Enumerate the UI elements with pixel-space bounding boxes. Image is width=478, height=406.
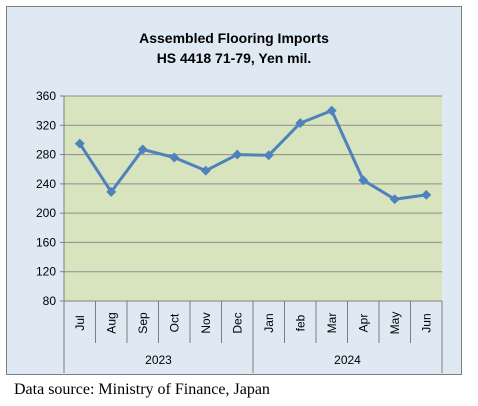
group-label-2023: 2023 bbox=[145, 353, 172, 367]
x-tick-label: Jun bbox=[419, 313, 433, 332]
data-point-Dec bbox=[232, 149, 243, 160]
x-tick-label: Sep bbox=[136, 312, 150, 334]
data-point-Apr bbox=[358, 175, 369, 186]
x-tick-label: Nov bbox=[199, 312, 213, 333]
x-tick-label: Apr bbox=[356, 314, 370, 333]
y-tick-label: 80 bbox=[43, 294, 57, 308]
y-tick-label: 120 bbox=[36, 265, 56, 279]
line-chart: 80 120 160 200 240 280 320 360 Jul Aug Sep Oct Nov De… bbox=[36, 89, 443, 373]
plot-area bbox=[64, 96, 442, 301]
data-point-Jun bbox=[421, 189, 432, 200]
chart-title: Assembled Flooring Imports bbox=[139, 30, 329, 46]
x-tick-label: Aug bbox=[104, 312, 118, 333]
chart-subtitle: HS 4418 71-79, Yen mil. bbox=[156, 50, 312, 66]
data-point-Aug bbox=[106, 186, 117, 197]
data-point-Jan bbox=[263, 150, 274, 161]
chart-title-block: Assembled Flooring Imports HS 4418 71-79… bbox=[6, 28, 462, 68]
data-source-note: Data source: Ministry of Finance, Japan bbox=[14, 381, 270, 398]
y-tick-label: 160 bbox=[36, 235, 56, 249]
y-tick-label: 200 bbox=[36, 206, 56, 220]
data-point-Jul bbox=[74, 138, 85, 149]
y-tick-label: 280 bbox=[36, 148, 56, 162]
y-tick-label: 360 bbox=[36, 89, 56, 103]
y-tick-label: 240 bbox=[36, 177, 56, 191]
group-label-2024: 2024 bbox=[334, 353, 361, 367]
x-tick-label: Dec bbox=[230, 312, 244, 333]
x-tick-label: May bbox=[388, 312, 402, 335]
x-tick-label: Oct bbox=[167, 313, 181, 332]
x-tick-label: Jul bbox=[73, 315, 87, 330]
data-point-Nov bbox=[200, 165, 211, 176]
x-tick-label: Jan bbox=[262, 313, 276, 332]
data-point-May bbox=[389, 194, 400, 205]
x-tick-label: Mar bbox=[325, 313, 339, 334]
data-point-Oct bbox=[169, 152, 180, 163]
data-point-Sep bbox=[137, 144, 148, 155]
y-tick-label: 320 bbox=[36, 118, 56, 132]
series-line bbox=[78, 109, 427, 201]
x-tick-label: feb bbox=[293, 314, 307, 331]
